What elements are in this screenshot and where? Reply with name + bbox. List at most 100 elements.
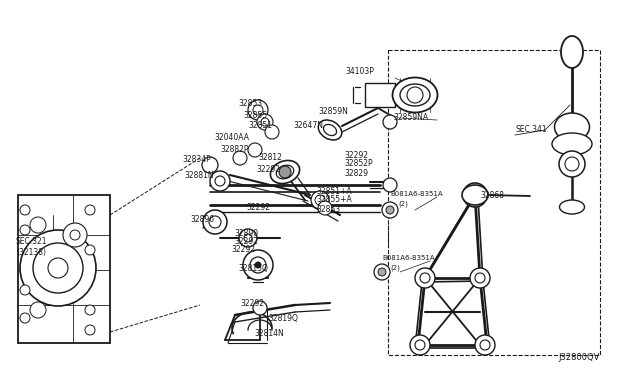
Circle shape <box>20 225 30 235</box>
Text: 32868: 32868 <box>480 192 504 201</box>
Text: 32853: 32853 <box>316 205 340 215</box>
Text: 32814N: 32814N <box>254 328 284 337</box>
Circle shape <box>30 217 46 233</box>
Ellipse shape <box>276 165 294 179</box>
Circle shape <box>279 166 291 178</box>
Bar <box>365 83 395 107</box>
Circle shape <box>244 234 252 242</box>
Text: J32800QV: J32800QV <box>558 353 600 362</box>
Circle shape <box>386 206 394 214</box>
Circle shape <box>315 195 325 205</box>
Circle shape <box>265 125 279 139</box>
Bar <box>18 195 110 343</box>
Circle shape <box>239 229 257 247</box>
Circle shape <box>233 151 247 165</box>
Text: 32859NA: 32859NA <box>393 113 428 122</box>
Text: 32812: 32812 <box>258 154 282 163</box>
Circle shape <box>378 268 386 276</box>
Circle shape <box>261 118 269 126</box>
Circle shape <box>480 340 490 350</box>
Ellipse shape <box>271 160 300 183</box>
Text: (32138): (32138) <box>16 247 46 257</box>
Circle shape <box>85 245 95 255</box>
Circle shape <box>20 285 30 295</box>
Circle shape <box>311 191 329 209</box>
Ellipse shape <box>561 36 583 68</box>
Text: 34103P: 34103P <box>345 67 374 77</box>
Circle shape <box>374 264 390 280</box>
Ellipse shape <box>554 113 589 141</box>
Circle shape <box>215 176 225 186</box>
Circle shape <box>48 258 68 278</box>
Circle shape <box>20 230 96 306</box>
Text: 32040AA: 32040AA <box>214 134 249 142</box>
Text: 32855+A: 32855+A <box>316 196 352 205</box>
Circle shape <box>250 257 266 273</box>
Circle shape <box>470 268 490 288</box>
Text: 32859N: 32859N <box>318 108 348 116</box>
Text: 32882P: 32882P <box>220 144 248 154</box>
Text: (2): (2) <box>398 201 408 207</box>
Circle shape <box>382 202 398 218</box>
Circle shape <box>248 143 262 157</box>
Text: 32292: 32292 <box>256 166 280 174</box>
Text: 32813Q: 32813Q <box>238 264 268 273</box>
Circle shape <box>318 201 332 215</box>
Text: 32292: 32292 <box>231 246 255 254</box>
Circle shape <box>248 100 268 120</box>
Ellipse shape <box>462 185 488 205</box>
Circle shape <box>70 230 80 240</box>
Text: B081A6-8351A: B081A6-8351A <box>390 191 443 197</box>
Text: 32853: 32853 <box>238 99 262 108</box>
Text: 32292: 32292 <box>246 203 270 212</box>
Circle shape <box>202 157 218 173</box>
Circle shape <box>257 114 273 130</box>
Circle shape <box>475 335 495 355</box>
Text: 32647N: 32647N <box>293 122 323 131</box>
Text: SEC.341: SEC.341 <box>515 125 547 135</box>
Ellipse shape <box>559 200 584 214</box>
Circle shape <box>20 313 30 323</box>
Text: 32896: 32896 <box>190 215 214 224</box>
Circle shape <box>410 335 430 355</box>
Text: 32852P: 32852P <box>344 160 372 169</box>
Circle shape <box>559 151 585 177</box>
Circle shape <box>253 301 267 315</box>
Circle shape <box>565 157 579 171</box>
Circle shape <box>420 273 430 283</box>
Text: 32834P: 32834P <box>182 155 211 164</box>
Circle shape <box>475 273 485 283</box>
Ellipse shape <box>552 133 592 155</box>
Text: 32292: 32292 <box>240 298 264 308</box>
Text: B081A6-8351A: B081A6-8351A <box>382 255 435 261</box>
Circle shape <box>469 189 481 201</box>
Text: 32881N: 32881N <box>184 171 214 180</box>
Circle shape <box>30 302 46 318</box>
Bar <box>388 50 600 355</box>
Ellipse shape <box>323 124 337 135</box>
Ellipse shape <box>392 77 438 112</box>
Circle shape <box>255 262 261 268</box>
Circle shape <box>85 305 95 315</box>
Text: SEC.321: SEC.321 <box>16 237 47 247</box>
Circle shape <box>63 223 87 247</box>
Circle shape <box>415 340 425 350</box>
Circle shape <box>33 243 83 293</box>
Circle shape <box>415 268 435 288</box>
Text: 32292: 32292 <box>344 151 368 160</box>
Text: (2): (2) <box>390 265 400 271</box>
Text: 32851: 32851 <box>248 122 272 131</box>
Text: 32829: 32829 <box>344 169 368 177</box>
Text: 32819Q: 32819Q <box>268 314 298 324</box>
Text: 32851+A: 32851+A <box>316 186 351 196</box>
Text: 32292: 32292 <box>234 237 258 246</box>
Text: 32890: 32890 <box>234 228 258 237</box>
Circle shape <box>85 205 95 215</box>
Circle shape <box>253 105 263 115</box>
Circle shape <box>383 178 397 192</box>
Circle shape <box>243 250 273 280</box>
Circle shape <box>407 87 423 103</box>
Circle shape <box>463 183 487 207</box>
Circle shape <box>85 325 95 335</box>
Text: 32855: 32855 <box>243 112 267 121</box>
